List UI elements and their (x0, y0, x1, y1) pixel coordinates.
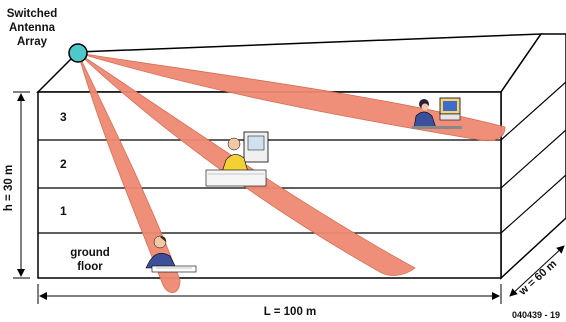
ground-floor-label-line2: floor (77, 261, 103, 273)
figure-code: 040439 - 19 (512, 310, 560, 320)
height-dimension (13, 91, 30, 279)
person-at-workstation-icon (205, 131, 269, 187)
length-label-bg (252, 302, 328, 318)
floor-1-label: 1 (60, 204, 67, 218)
ground-floor-label-line1: ground (70, 247, 110, 259)
antenna-array-icon (68, 43, 88, 63)
antenna-label-line2: Antenna (9, 22, 56, 34)
floor-2-label: 2 (60, 157, 67, 171)
antenna-label-line3: Array (17, 36, 48, 48)
side-floor-lines (500, 81, 566, 234)
length-label: L = 100 m (264, 306, 317, 318)
width-label: w = 60 m (516, 258, 559, 299)
antenna-label-line1: Switched (7, 8, 57, 20)
radio-beams (77, 52, 506, 294)
beam-to-floor-3 (77, 52, 506, 142)
person-at-computer-icon (412, 97, 462, 129)
height-label: h = 30 m (3, 165, 15, 211)
floor-3-label: 3 (60, 110, 67, 124)
beam-to-floor-2 (77, 52, 416, 276)
person-reading-icon (145, 235, 197, 273)
width-dimension (509, 245, 565, 297)
length-dimension (37, 284, 502, 304)
height-label-bg (2, 160, 16, 216)
